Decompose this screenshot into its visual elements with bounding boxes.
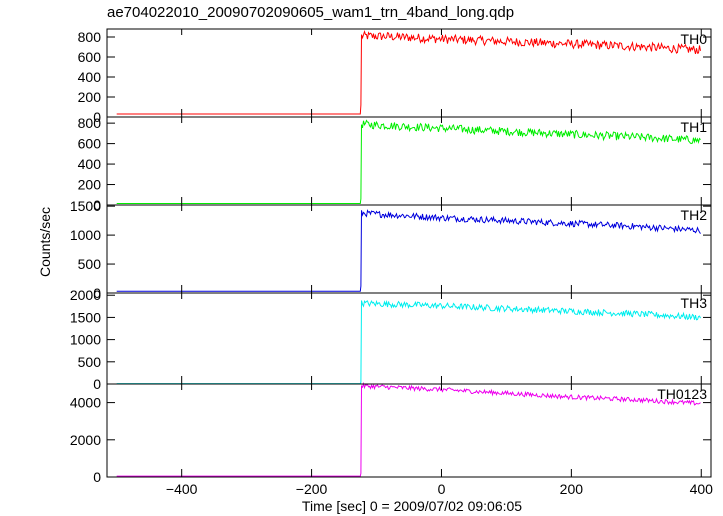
panel-frame-th2 <box>106 204 712 294</box>
y-tick-label: 500 <box>78 354 102 370</box>
panel-frame-th0 <box>106 28 712 118</box>
x-tick-label: 200 <box>560 481 584 497</box>
y-tick-label: 800 <box>78 115 102 131</box>
series-label: TH0 <box>681 31 708 47</box>
y-tick-label: 400 <box>78 69 102 85</box>
y-tick-label: 600 <box>78 136 102 152</box>
y-tick-label: 500 <box>78 256 102 272</box>
x-tick-label: 400 <box>690 481 714 497</box>
series-label: TH1 <box>681 119 708 135</box>
chart-title: ae704022010_20090702090605_wam1_trn_4ban… <box>107 4 515 21</box>
series-line-th1 <box>116 119 701 204</box>
series-line-th0 <box>116 29 701 115</box>
y-tick-label: 200 <box>78 177 102 193</box>
series-line-th2 <box>116 209 701 292</box>
x-tick-label: −400 <box>166 481 198 497</box>
y-tick-label: 0 <box>93 469 101 485</box>
y-tick-label: 4000 <box>70 395 101 411</box>
y-tick-label: 0 <box>93 109 101 125</box>
x-axis-label: Time [sec] 0 = 2009/07/02 09:06:05 <box>301 498 523 514</box>
x-tick-label: 0 <box>438 481 446 497</box>
panel-frame-th0123 <box>106 383 712 478</box>
y-tick-label: 1500 <box>70 309 101 325</box>
y-tick-label: 1000 <box>70 332 101 348</box>
y-tick-label: 0 <box>93 197 101 213</box>
y-tick-label: 1000 <box>70 227 101 243</box>
y-tick-label: 600 <box>78 49 102 65</box>
x-tick-label: −200 <box>296 481 328 497</box>
series-line-th3 <box>116 299 701 385</box>
y-tick-label: 800 <box>78 29 102 45</box>
y-tick-label: 400 <box>78 156 102 172</box>
y-tick-label: 200 <box>78 89 102 105</box>
y-tick-label: 0 <box>93 285 101 301</box>
y-tick-label: 1500 <box>70 198 101 214</box>
y-tick-label: 0 <box>93 376 101 392</box>
series-label: TH3 <box>681 295 708 311</box>
series-label: TH0123 <box>657 386 707 402</box>
y-tick-label: 2000 <box>70 432 101 448</box>
y-tick-label: 2000 <box>70 287 101 303</box>
series-line-th0123 <box>116 381 701 477</box>
series-label: TH2 <box>681 207 708 223</box>
